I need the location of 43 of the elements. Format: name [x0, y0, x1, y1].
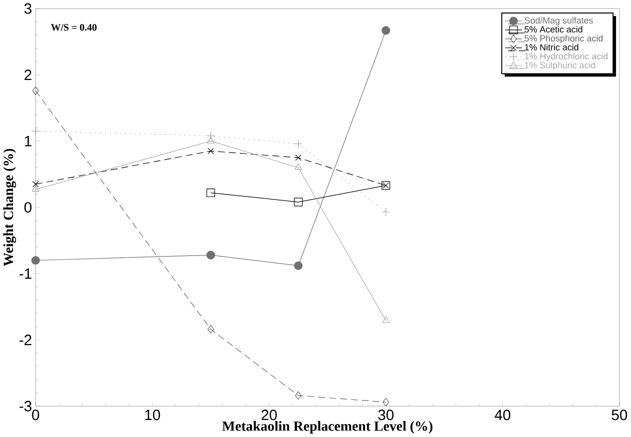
- legend-label: 1% Sulphuric acid: [524, 62, 596, 70]
- legend-label: 1% Hydrochloric acid: [524, 52, 608, 62]
- y-tick-label: 0: [24, 202, 32, 213]
- point: [294, 261, 303, 270]
- point: [295, 154, 302, 161]
- point: [32, 181, 39, 188]
- point: [294, 198, 303, 206]
- point: [382, 316, 390, 323]
- y-tick-label: -3: [20, 400, 32, 412]
- point: [31, 256, 40, 265]
- point: [207, 136, 214, 144]
- y-axis-title: Weight Change (%): [3, 148, 16, 266]
- point: [207, 325, 214, 334]
- y-tick-label: 1: [24, 136, 32, 146]
- x-tick-label: 50: [612, 410, 628, 420]
- point: [206, 188, 216, 198]
- legend-label: 1% Nitric acid: [524, 44, 578, 50]
- x-tick-label: 40: [494, 410, 510, 420]
- x-axis-title: Metakaolin Replacement Level (%): [222, 421, 432, 434]
- y-tick-label: 2: [24, 70, 32, 80]
- point: [382, 26, 390, 35]
- legend-label: 5% Phosphoric acid: [524, 34, 603, 44]
- point: [31, 126, 40, 136]
- x-tick-label: 0: [32, 410, 40, 420]
- point: [208, 148, 214, 154]
- point: [295, 391, 302, 400]
- legend-label: Sod/Mag sulfates: [524, 17, 593, 26]
- point: [206, 132, 216, 140]
- point: [382, 398, 390, 406]
- annotation: W/S = 0.40: [50, 24, 97, 31]
- point: [294, 140, 303, 148]
- y-tick-label: 3: [24, 3, 32, 14]
- y-tick-label: -1: [20, 268, 32, 279]
- x-tick-label: 10: [145, 410, 160, 420]
- y-tick-label: -2: [20, 334, 32, 346]
- point: [32, 86, 39, 96]
- x-tick-label: 30: [378, 410, 394, 420]
- point: [32, 185, 40, 192]
- point: [294, 163, 302, 170]
- x-tick-label: 20: [262, 410, 277, 420]
- legend-label: 5% Acetic acid: [524, 26, 582, 33]
- point: [382, 208, 390, 216]
- point: [206, 250, 216, 260]
